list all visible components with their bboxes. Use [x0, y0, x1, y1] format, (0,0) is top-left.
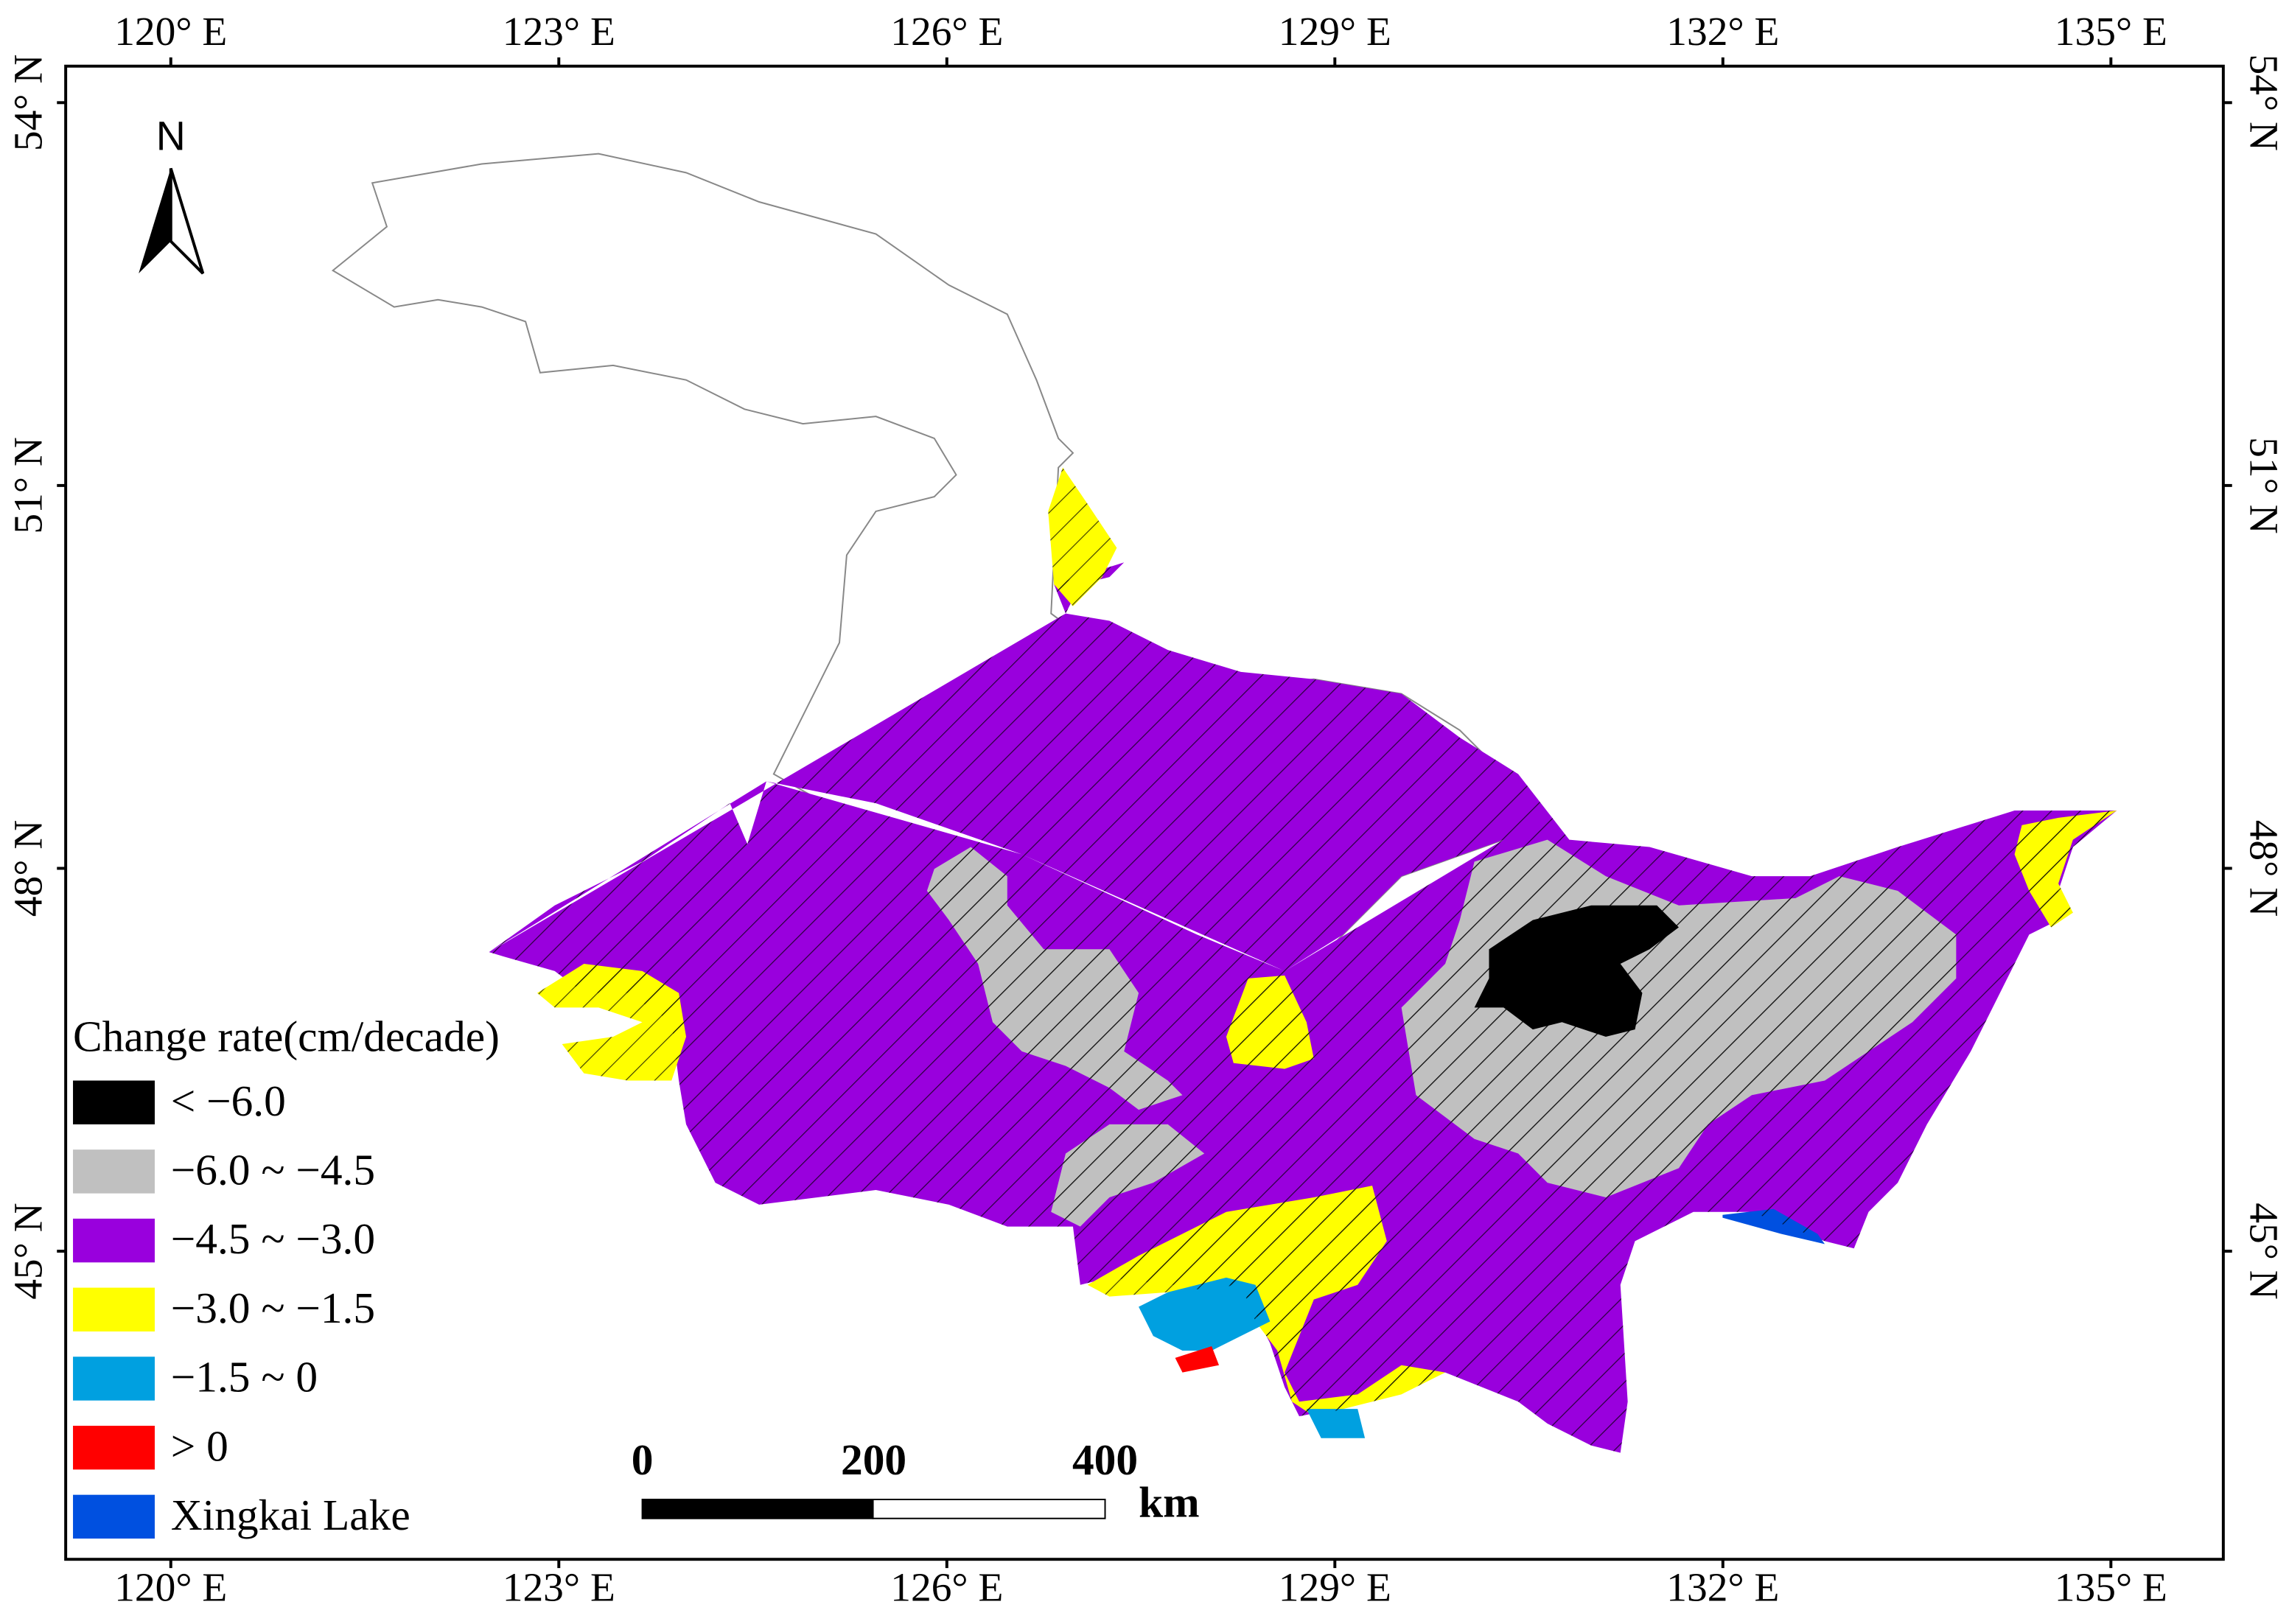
zone	[1722, 1208, 1825, 1245]
lat-label: 45° N	[5, 1203, 50, 1300]
legend-label: < −6.0	[171, 1077, 286, 1125]
lon-label: 120° E	[114, 1565, 227, 1610]
zone-hatch	[926, 847, 1183, 1110]
scale-bar-label: 400	[1072, 1435, 1138, 1484]
zone-hatch	[1226, 975, 1314, 1069]
lat-label: 48° N	[5, 820, 50, 917]
lon-label: 132° E	[1666, 1565, 1779, 1610]
scale-bar-unit: km	[1139, 1478, 1200, 1527]
lon-label: 126° E	[890, 9, 1003, 54]
legend-title: Change rate(cm/decade)	[73, 1012, 500, 1061]
zone-hatch	[537, 964, 687, 1081]
zone-hatch	[489, 562, 2117, 1453]
lon-label: 123° E	[503, 9, 615, 54]
zone-hatch	[1401, 839, 1957, 1197]
lon-label: 132° E	[1666, 9, 1779, 54]
zone-hatch	[1048, 467, 1117, 606]
legend-label: > 0	[171, 1421, 228, 1470]
lat-label: 48° N	[2242, 820, 2287, 917]
lat-label: 51° N	[2242, 437, 2287, 534]
lon-label: 135° E	[2055, 1565, 2167, 1610]
legend-label: Xingkai Lake	[171, 1491, 410, 1539]
lon-label: 123° E	[503, 1565, 615, 1610]
legend-label: −1.5 ~ 0	[171, 1353, 318, 1401]
legend-swatch	[73, 1149, 155, 1194]
legend-swatch	[73, 1218, 155, 1263]
lon-label: 120° E	[114, 9, 227, 54]
lat-label: 54° N	[2242, 55, 2287, 152]
legend-label: −4.5 ~ −3.0	[171, 1214, 375, 1263]
zone-hatch	[1087, 1186, 1446, 1417]
legend-label: −6.0 ~ −4.5	[171, 1145, 375, 1194]
zone	[1175, 1345, 1220, 1373]
zone	[1139, 1277, 1271, 1351]
legend-swatch	[73, 1357, 155, 1401]
scale-bar-segment	[641, 1498, 874, 1519]
legend-label: −3.0 ~ −1.5	[171, 1284, 375, 1332]
lon-label: 126° E	[890, 1565, 1003, 1610]
north-label: N	[156, 113, 186, 158]
legend-swatch	[73, 1287, 155, 1331]
lat-label: 45° N	[2242, 1203, 2287, 1300]
lat-label: 51° N	[5, 437, 50, 534]
legend-swatch	[73, 1080, 155, 1124]
legend-swatch	[73, 1425, 155, 1470]
scale-bar-label: 0	[632, 1435, 654, 1484]
zone-hatch	[1051, 1124, 1205, 1227]
lon-label: 135° E	[2055, 9, 2167, 54]
scale-bar-segment	[872, 1498, 1106, 1519]
lon-label: 129° E	[1279, 1565, 1391, 1610]
lat-label: 54° N	[5, 55, 50, 152]
zone	[1306, 1409, 1366, 1438]
overlay	[489, 467, 2117, 1453]
legend-swatch	[73, 1494, 155, 1539]
lon-label: 129° E	[1279, 9, 1391, 54]
zone-hatch	[2014, 811, 2117, 928]
scale-bar-label: 200	[841, 1435, 906, 1484]
